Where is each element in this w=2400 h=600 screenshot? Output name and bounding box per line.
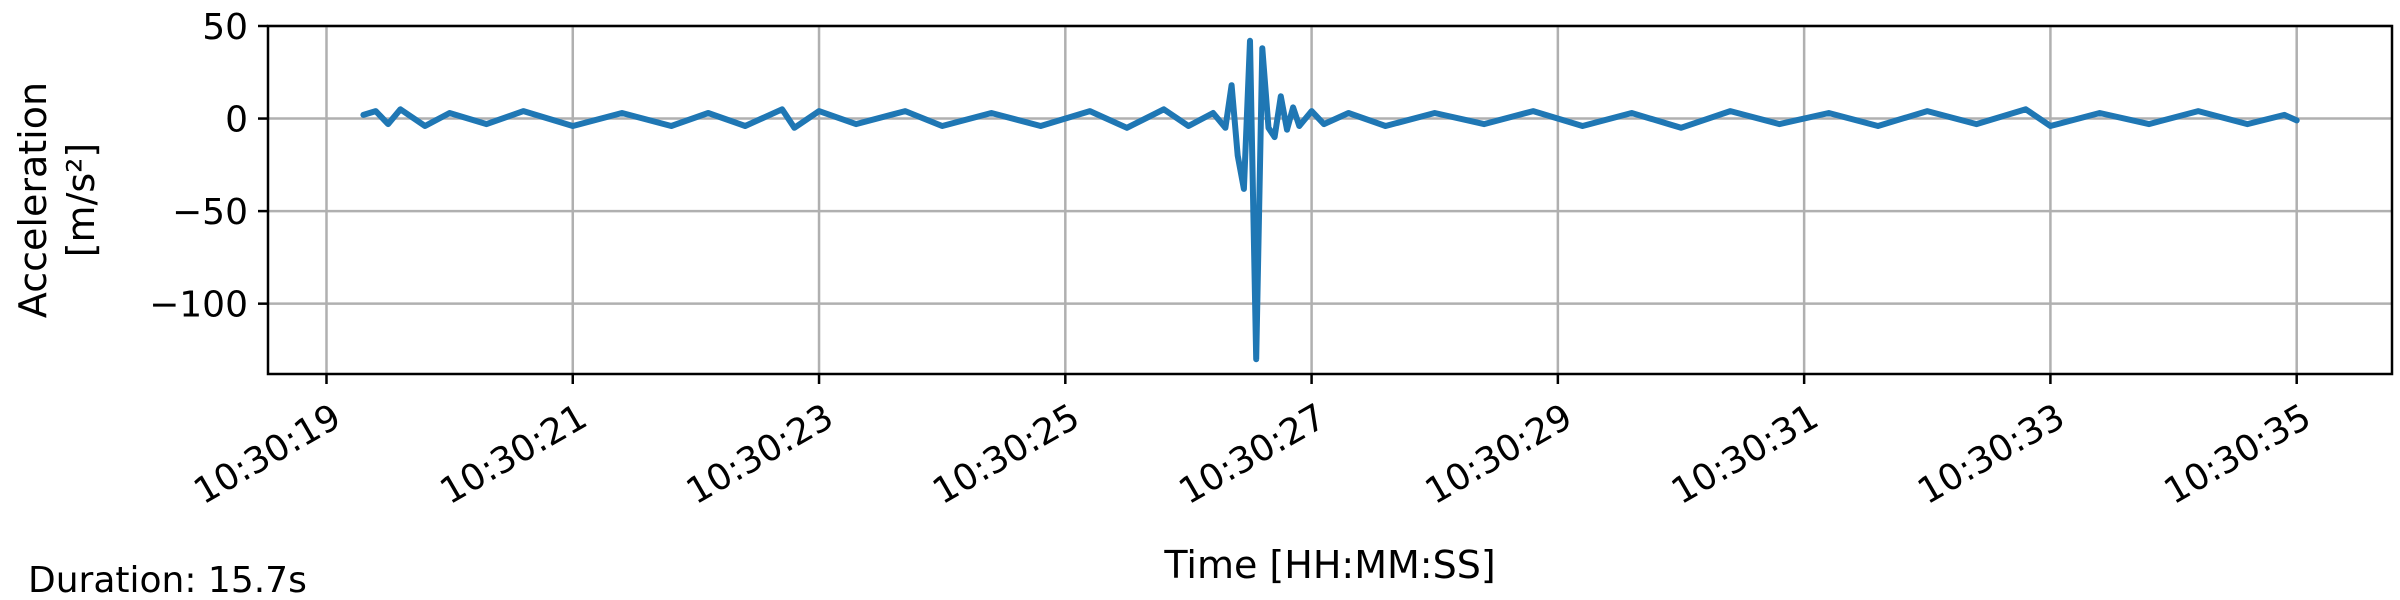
y-tick-label: −50 (172, 192, 248, 233)
y-tick-label: −100 (149, 285, 248, 326)
x-tick-label: 10:30:29 (1419, 396, 1580, 512)
y-axis-label: Acceleration (11, 82, 55, 318)
x-tick-label: 10:30:25 (926, 396, 1087, 512)
acceleration-series-line (360, 37, 2300, 363)
plot-frame (266, 24, 2394, 376)
x-tick-label: 10:30:21 (434, 396, 595, 512)
x-tick-label: 10:30:27 (1172, 396, 1333, 512)
x-tick-label: 10:30:19 (187, 396, 348, 512)
ticks: 10:30:19 10:30:21 10:30:23 10:30:25 10:30:27… (149, 7, 2318, 513)
y-tick-label: 0 (225, 100, 248, 141)
y-tick-label: 50 (202, 7, 248, 48)
x-tick-label: 10:30:31 (1665, 396, 1826, 512)
grid (268, 24, 2392, 374)
y-axis-unit-label: [m/s²] (59, 143, 103, 258)
x-tick-label: 10:30:35 (2157, 396, 2318, 512)
x-axis-label: Time [HH:MM:SS] (1163, 543, 1495, 587)
duration-note: Duration: 15.7s (28, 560, 307, 600)
x-tick-label: 10:30:23 (680, 396, 841, 512)
x-tick-label: 10:30:33 (1911, 396, 2072, 512)
